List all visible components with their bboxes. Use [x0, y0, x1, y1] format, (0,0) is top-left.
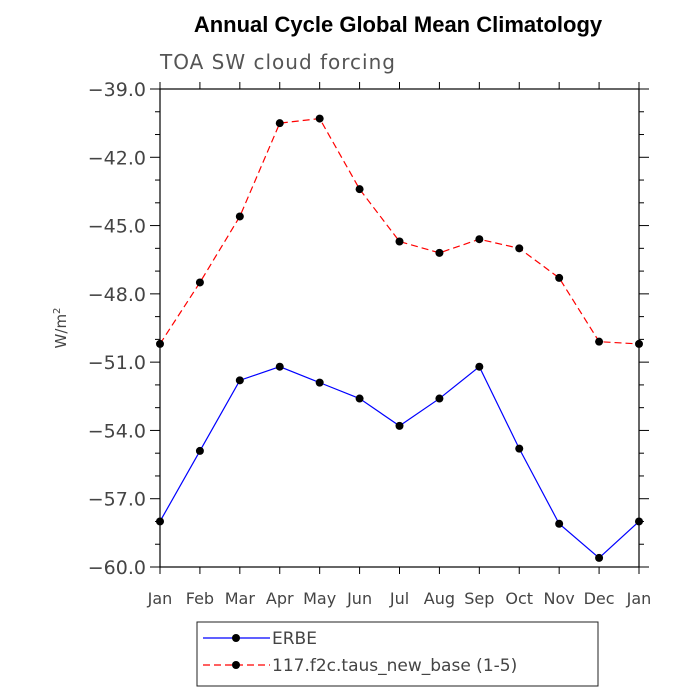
legend-label: 117.f2c.taus_new_base (1-5) — [272, 656, 517, 676]
legend-swatch-marker — [232, 661, 240, 669]
legend-items: ERBE 117.f2c.taus_new_base (1-5) — [203, 629, 517, 676]
data-point — [235, 212, 244, 221]
y-axis-label-text: W/m — [52, 314, 70, 349]
y-tick-label: −54.0 — [88, 420, 146, 442]
data-point — [156, 517, 164, 526]
x-tick-label: Mar — [225, 589, 256, 608]
series-layer — [156, 114, 643, 562]
data-point — [275, 119, 284, 128]
chart-title: Annual Cycle Global Mean Climatology — [194, 12, 603, 37]
series-1 — [156, 114, 643, 348]
series-line — [159, 117, 640, 345]
data-point — [635, 339, 643, 348]
x-tick-label: Jan — [626, 589, 652, 608]
data-point — [275, 362, 284, 371]
x-tick-label: Sep — [464, 589, 494, 608]
data-point — [515, 244, 524, 253]
data-point — [595, 337, 604, 346]
y-tick-label: −57.0 — [88, 489, 146, 511]
legend-swatch-marker — [232, 634, 240, 642]
series-line — [159, 365, 640, 559]
data-point — [595, 553, 604, 562]
data-point — [156, 339, 164, 348]
x-tick-label: May — [303, 589, 336, 608]
y-axis-label: W/m2 — [52, 308, 70, 349]
x-tick-label: Jul — [389, 589, 409, 608]
x-tick-label: Nov — [544, 589, 575, 608]
data-point — [515, 444, 524, 453]
data-point — [355, 394, 364, 403]
y-axis-label-superscript: 2 — [52, 308, 63, 314]
data-point — [395, 237, 404, 246]
legend: ERBE 117.f2c.taus_new_base (1-5) — [196, 621, 599, 687]
data-point — [435, 248, 444, 257]
y-tick-labels: −39.0 −42.0 −45.0 −48.0 −51.0 −54.0 −57.0 −60.0 — [88, 79, 146, 579]
plot-frame — [159, 88, 640, 568]
data-point — [355, 185, 364, 194]
x-tick-labels: Jan Feb Mar Apr May Jun Jul Aug Sep Oct Nov Dec Jan — [147, 589, 652, 608]
legend-label: ERBE — [272, 629, 317, 649]
y-tick-label: −48.0 — [88, 284, 146, 306]
data-point — [195, 446, 204, 455]
data-point — [555, 519, 564, 528]
data-point — [195, 278, 204, 287]
chart-subtitle: TOA SW cloud forcing — [159, 50, 396, 74]
data-point — [315, 378, 324, 387]
x-tick-label: Apr — [266, 589, 294, 608]
x-tick-label: Dec — [584, 589, 615, 608]
y-tick-label: −60.0 — [88, 557, 146, 579]
series-0 — [156, 362, 643, 562]
x-tick-label: Oct — [505, 589, 533, 608]
x-tick-label: Jun — [346, 589, 372, 608]
y-tick-label: −51.0 — [88, 352, 146, 374]
data-point — [435, 394, 444, 403]
y-tick-label: −42.0 — [88, 147, 146, 169]
data-point — [395, 421, 404, 430]
legend-item: ERBE — [203, 629, 317, 649]
data-point — [555, 273, 564, 282]
x-tick-label: Jan — [147, 589, 173, 608]
data-point — [315, 114, 324, 123]
x-tick-label: Aug — [424, 589, 455, 608]
x-tick-label: Feb — [186, 589, 214, 608]
data-point — [635, 517, 643, 526]
data-point — [475, 235, 484, 244]
data-point — [475, 362, 484, 371]
legend-item: 117.f2c.taus_new_base (1-5) — [203, 656, 517, 676]
y-tick-label: −39.0 — [88, 79, 146, 101]
y-tick-label: −45.0 — [88, 216, 146, 238]
plot-axes — [150, 82, 649, 574]
legend-box — [196, 621, 599, 687]
data-point — [235, 376, 244, 385]
